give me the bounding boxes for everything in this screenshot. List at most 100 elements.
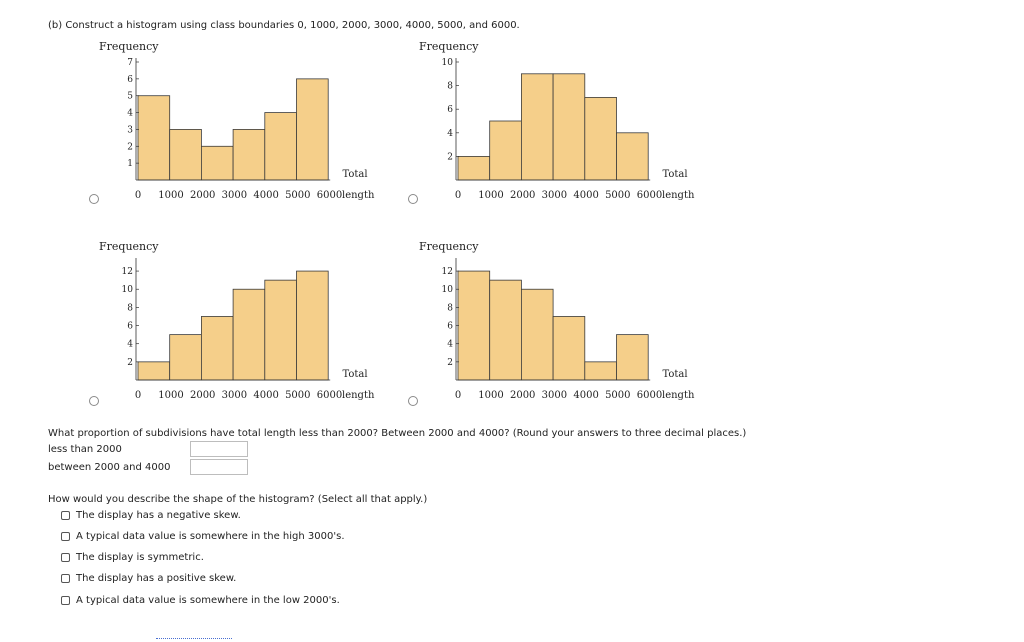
histogram-bar bbox=[489, 120, 522, 181]
x-tick-label: 1000 bbox=[478, 390, 503, 401]
histogram-bar bbox=[457, 156, 491, 181]
x-tick-label: 3000 bbox=[222, 190, 247, 201]
less-than-2000-label: less than 2000 bbox=[48, 444, 122, 455]
y-axis-label: Frequency bbox=[99, 40, 159, 53]
high-3000s-label: A typical data value is somewhere in the… bbox=[76, 531, 345, 542]
x-tick-label: 5000 bbox=[605, 190, 630, 201]
x-axis-label-line2: length bbox=[662, 190, 695, 201]
y-tick-label: 12 bbox=[122, 267, 133, 277]
symmetric-checkbox[interactable] bbox=[61, 553, 70, 562]
question-prompt: (b) Construct a histogram using class bo… bbox=[48, 20, 520, 31]
y-tick-label: 10 bbox=[122, 285, 134, 295]
histogram-bar bbox=[296, 78, 329, 181]
y-tick-label: 12 bbox=[442, 267, 453, 277]
x-tick-label: 1000 bbox=[158, 390, 183, 401]
y-axis-label: Frequency bbox=[99, 240, 159, 253]
y-tick-label: 7 bbox=[127, 58, 133, 68]
y-tick-label: 8 bbox=[447, 82, 453, 92]
x-axis-label-line1: Total bbox=[342, 169, 367, 180]
histogram-bar bbox=[296, 270, 329, 381]
positive-skew-label: The display has a positive skew. bbox=[76, 573, 237, 584]
less-than-2000-input[interactable] bbox=[190, 441, 248, 457]
x-tick-label: 2000 bbox=[510, 390, 535, 401]
y-tick-label: 6 bbox=[447, 322, 453, 332]
x-tick-label: 1000 bbox=[158, 190, 183, 201]
x-tick-label: 6000 bbox=[637, 390, 662, 401]
y-tick-label: 4 bbox=[447, 340, 453, 350]
low-2000s-label: A typical data value is somewhere in the… bbox=[76, 595, 340, 606]
x-tick-label: 4000 bbox=[573, 190, 598, 201]
histogram-bar bbox=[489, 279, 522, 381]
x-axis-label-line1: Total bbox=[662, 169, 687, 180]
x-tick-label: 4000 bbox=[253, 190, 278, 201]
x-tick-label: 0 bbox=[455, 390, 461, 401]
histogram-bar bbox=[457, 270, 491, 381]
x-axis-label-line2: length bbox=[342, 390, 375, 401]
negative-skew-label: The display has a negative skew. bbox=[76, 510, 241, 521]
x-tick-label: 3000 bbox=[222, 390, 247, 401]
y-tick-label: 8 bbox=[127, 303, 133, 313]
positive-skew-checkbox[interactable] bbox=[61, 574, 70, 583]
histogram-bar bbox=[137, 361, 171, 381]
histogram-option-4-radio[interactable] bbox=[408, 396, 418, 406]
dotted-divider bbox=[156, 638, 232, 639]
x-tick-label: 6000 bbox=[317, 390, 342, 401]
x-tick-label: 5000 bbox=[285, 190, 310, 201]
histogram-option-3-radio[interactable] bbox=[89, 396, 99, 406]
y-axis-label: Frequency bbox=[419, 240, 479, 253]
y-tick-label: 3 bbox=[127, 125, 133, 135]
histogram-bar bbox=[232, 288, 266, 381]
histogram-option-4: Frequency 2 4 6 8 10 12 0 1000 2000 3000 4000 5000 60… bbox=[419, 240, 695, 401]
histogram-option-3: Frequency 2 4 6 8 10 12 0 1000 2000 3000 4000 5000 60… bbox=[99, 240, 375, 401]
x-tick-label: 5000 bbox=[605, 390, 630, 401]
y-tick-label: 4 bbox=[127, 109, 133, 119]
histogram-bar bbox=[201, 316, 234, 381]
histogram-bar bbox=[264, 112, 297, 181]
proportion-question: What proportion of subdivisions have tot… bbox=[48, 428, 747, 439]
y-tick-label: 2 bbox=[447, 152, 453, 162]
histogram-bar bbox=[552, 73, 586, 181]
x-tick-label: 5000 bbox=[285, 390, 310, 401]
histogram-bar bbox=[169, 334, 202, 381]
shape-question: How would you describe the shape of the … bbox=[48, 494, 428, 505]
x-tick-label: 4000 bbox=[253, 390, 278, 401]
between-2000-4000-label: between 2000 and 4000 bbox=[48, 462, 171, 473]
y-axis-label: Frequency bbox=[419, 40, 479, 53]
histogram-bar bbox=[169, 129, 202, 181]
y-tick-label: 4 bbox=[447, 129, 453, 139]
x-tick-label: 4000 bbox=[573, 390, 598, 401]
histogram-bar bbox=[232, 129, 266, 181]
x-tick-label: 2000 bbox=[190, 190, 215, 201]
low-2000s-checkbox[interactable] bbox=[61, 596, 70, 605]
histogram-option-2-radio[interactable] bbox=[408, 194, 418, 204]
x-axis-label-line1: Total bbox=[342, 369, 367, 380]
histogram-bar bbox=[616, 334, 649, 381]
histogram-bar bbox=[616, 132, 649, 181]
negative-skew-checkbox[interactable] bbox=[61, 511, 70, 520]
x-tick-label: 2000 bbox=[510, 190, 535, 201]
histogram-bar bbox=[552, 316, 586, 381]
y-tick-label: 2 bbox=[127, 358, 133, 368]
x-tick-label: 6000 bbox=[317, 190, 342, 201]
x-tick-label: 1000 bbox=[478, 190, 503, 201]
between-2000-4000-input[interactable] bbox=[190, 459, 248, 475]
histogram-option-2: Frequency 2 4 6 8 10 0 1000 2000 3000 4000 5000 6000… bbox=[419, 40, 695, 201]
histogram-bar bbox=[584, 361, 617, 381]
y-tick-label: 6 bbox=[447, 105, 453, 115]
x-tick-label: 6000 bbox=[637, 190, 662, 201]
x-tick-label: 0 bbox=[135, 390, 141, 401]
histogram-bar bbox=[521, 73, 554, 181]
histogram-option-1-radio[interactable] bbox=[89, 194, 99, 204]
histogram-bar bbox=[584, 97, 617, 181]
x-tick-label: 3000 bbox=[542, 190, 567, 201]
high-3000s-checkbox[interactable] bbox=[61, 532, 70, 541]
histogram-bar bbox=[201, 145, 234, 181]
y-tick-label: 1 bbox=[127, 159, 133, 169]
y-tick-label: 10 bbox=[442, 285, 454, 295]
x-axis-label-line2: length bbox=[342, 190, 375, 201]
y-tick-label: 6 bbox=[127, 75, 133, 85]
y-tick-label: 8 bbox=[447, 303, 453, 313]
y-tick-label: 2 bbox=[127, 142, 133, 152]
y-tick-label: 2 bbox=[447, 358, 453, 368]
histogram-bar bbox=[521, 288, 554, 381]
